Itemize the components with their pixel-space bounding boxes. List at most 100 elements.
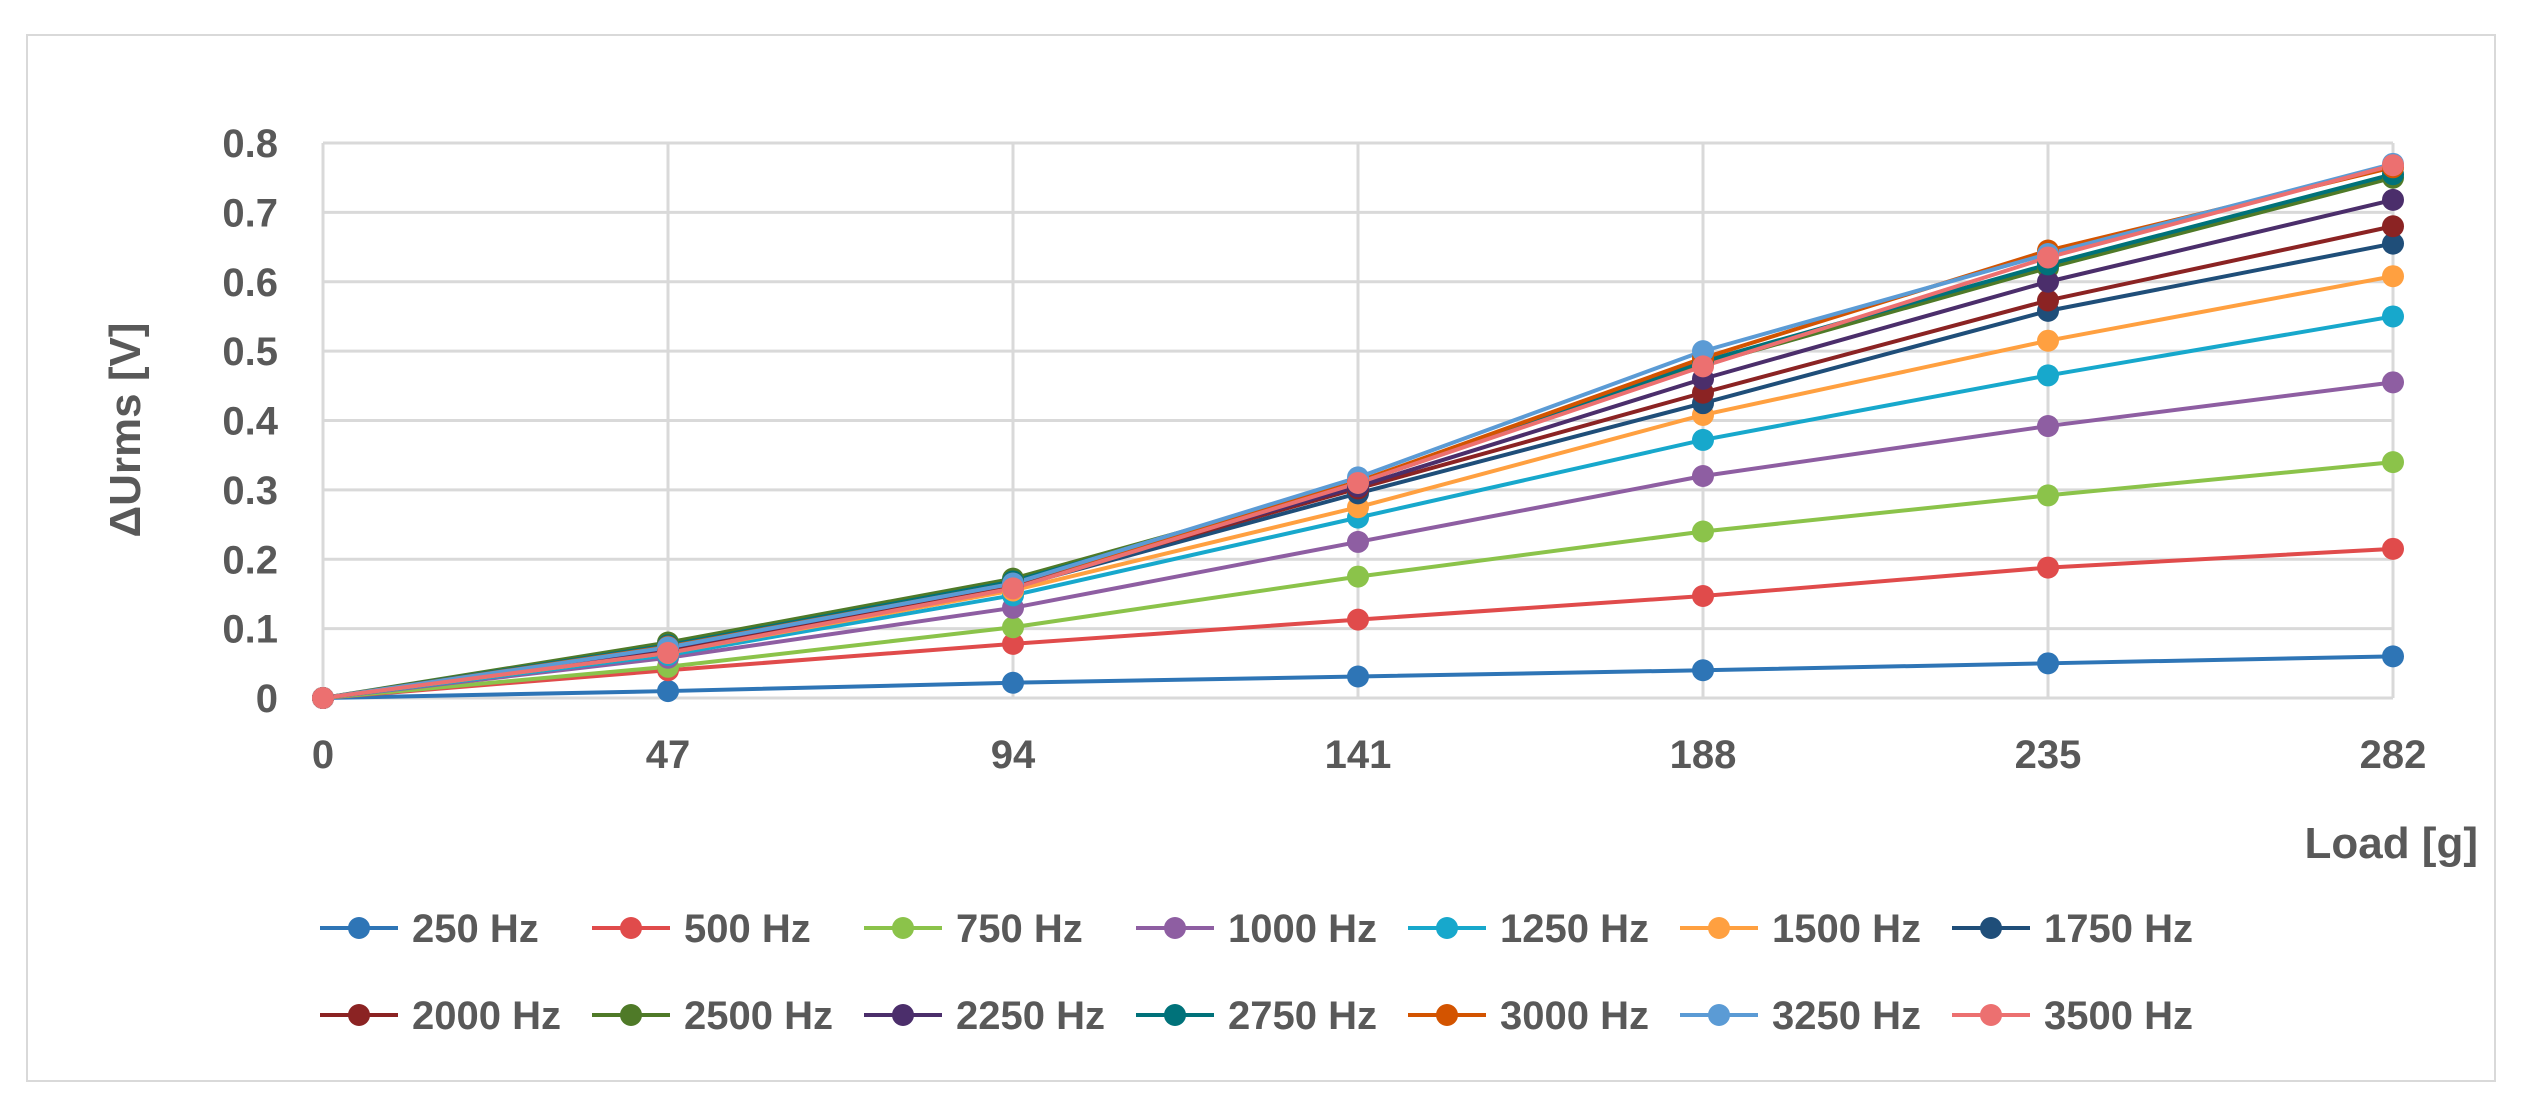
data-point-500-hz	[1692, 585, 1714, 608]
data-point-1250-hz	[2037, 364, 2059, 387]
legend-marker	[1436, 917, 1458, 939]
legend-label: 500 Hz	[684, 907, 811, 951]
y-tick-label: 0.1	[222, 608, 278, 652]
y-tick-label: 0.4	[222, 400, 278, 444]
legend-item: 3250 Hz	[1680, 994, 1921, 1038]
legend-label: 2250 Hz	[956, 994, 1105, 1038]
legend-label: 1750 Hz	[2044, 907, 2193, 951]
data-point-250-hz	[1692, 659, 1714, 682]
data-point-3500-hz	[657, 641, 679, 664]
data-point-750-hz	[1002, 616, 1024, 639]
data-point-250-hz	[2382, 645, 2404, 668]
data-point-1000-hz	[1347, 530, 1369, 553]
legend-label: 750 Hz	[956, 907, 1083, 951]
legend-item: 2000 Hz	[320, 994, 561, 1038]
x-tick-label: 0	[312, 733, 334, 777]
x-tick-label: 235	[2015, 733, 2082, 777]
legend-marker	[1980, 917, 2002, 939]
data-point-1250-hz	[2382, 305, 2404, 328]
series-markers	[312, 152, 2404, 709]
x-tick-label: 141	[1325, 733, 1392, 777]
data-point-2000-hz	[2382, 215, 2404, 238]
legend-label: 250 Hz	[412, 907, 539, 951]
x-tick-labels: 0 47 94 141 188 235 282	[312, 733, 2427, 777]
data-point-1500-hz	[2037, 329, 2059, 352]
data-point-750-hz	[1692, 520, 1714, 543]
data-point-1750-hz	[2382, 232, 2404, 255]
data-point-500-hz	[2037, 556, 2059, 579]
data-point-750-hz	[1347, 565, 1369, 588]
legend-item: 1750 Hz	[1952, 907, 2193, 951]
data-point-1000-hz	[2382, 371, 2404, 394]
x-tick-label: 94	[991, 733, 1036, 777]
data-point-500-hz	[2382, 537, 2404, 560]
y-tick-labels: 0 0.1 0.2 0.3 0.4 0.5 0.6 0.7 0.8	[222, 122, 278, 721]
legend-marker	[620, 917, 642, 939]
legend-label: 3000 Hz	[1500, 994, 1649, 1038]
legend-item: 750 Hz	[864, 907, 1083, 951]
legend-marker	[1164, 917, 1186, 939]
legend-label: 3500 Hz	[2044, 994, 2193, 1038]
legend-item: 2250 Hz	[864, 994, 1105, 1038]
legend-marker	[1708, 917, 1730, 939]
data-point-1500-hz	[2382, 265, 2404, 288]
data-point-3500-hz	[312, 687, 334, 709]
legend-item: 1500 Hz	[1680, 907, 1921, 951]
legend-item: 1000 Hz	[1136, 907, 1377, 951]
legend-marker	[1708, 1004, 1730, 1026]
legend-item: 3000 Hz	[1408, 994, 1649, 1038]
data-point-1000-hz	[2037, 415, 2059, 438]
data-point-2000-hz	[2037, 289, 2059, 312]
x-tick-label: 282	[2360, 733, 2427, 777]
legend-marker	[1164, 1004, 1186, 1026]
legend-item: 500 Hz	[592, 907, 811, 951]
data-point-3500-hz	[1347, 471, 1369, 494]
data-point-500-hz	[1002, 632, 1024, 655]
legend-label: 2500 Hz	[684, 994, 833, 1038]
legend-label: 3250 Hz	[1772, 994, 1921, 1038]
data-point-3500-hz	[2382, 154, 2404, 177]
data-point-3500-hz	[1002, 577, 1024, 600]
y-tick-label: 0.3	[222, 469, 278, 513]
legend: 250 Hz 500 Hz 750 Hz 1000 Hz 1250 Hz 1500 Hz 1…	[320, 907, 2193, 1038]
y-axis-title: ΔUrms [V]	[101, 323, 150, 538]
legend-marker	[1436, 1004, 1458, 1026]
data-point-3250-hz	[1692, 340, 1714, 363]
data-point-250-hz	[1347, 665, 1369, 688]
legend-label: 2000 Hz	[412, 994, 561, 1038]
x-tick-label: 47	[646, 733, 691, 777]
y-tick-label: 0.2	[222, 538, 278, 582]
data-point-250-hz	[657, 680, 679, 703]
legend-item: 2500 Hz	[592, 994, 833, 1038]
legend-marker	[1980, 1004, 2002, 1026]
legend-item: 3500 Hz	[1952, 994, 2193, 1038]
data-point-3500-hz	[2037, 246, 2059, 269]
legend-item: 2750 Hz	[1136, 994, 1377, 1038]
legend-marker	[892, 1004, 914, 1026]
data-point-500-hz	[1347, 608, 1369, 631]
data-point-3500-hz	[1692, 355, 1714, 378]
x-axis-title: Load [g]	[2304, 819, 2478, 868]
legend-marker	[348, 1004, 370, 1026]
y-tick-label: 0.8	[222, 122, 278, 166]
data-point-2250-hz	[2037, 270, 2059, 293]
legend-label: 1000 Hz	[1228, 907, 1377, 951]
legend-label: 1500 Hz	[1772, 907, 1921, 951]
data-point-1000-hz	[1692, 465, 1714, 487]
legend-label: 2750 Hz	[1228, 994, 1377, 1038]
y-tick-label: 0.5	[222, 330, 278, 374]
legend-item: 250 Hz	[320, 907, 539, 951]
x-tick-label: 188	[1670, 733, 1737, 777]
data-point-750-hz	[2382, 451, 2404, 474]
y-tick-label: 0.7	[222, 191, 278, 235]
legend-item: 1250 Hz	[1408, 907, 1649, 951]
data-point-750-hz	[2037, 484, 2059, 507]
legend-marker	[892, 917, 914, 939]
data-point-2250-hz	[2382, 188, 2404, 211]
legend-marker	[620, 1004, 642, 1026]
legend-label: 1250 Hz	[1500, 907, 1649, 951]
data-point-1250-hz	[1692, 428, 1714, 451]
y-tick-label: 0	[256, 677, 278, 721]
legend-marker	[348, 917, 370, 939]
